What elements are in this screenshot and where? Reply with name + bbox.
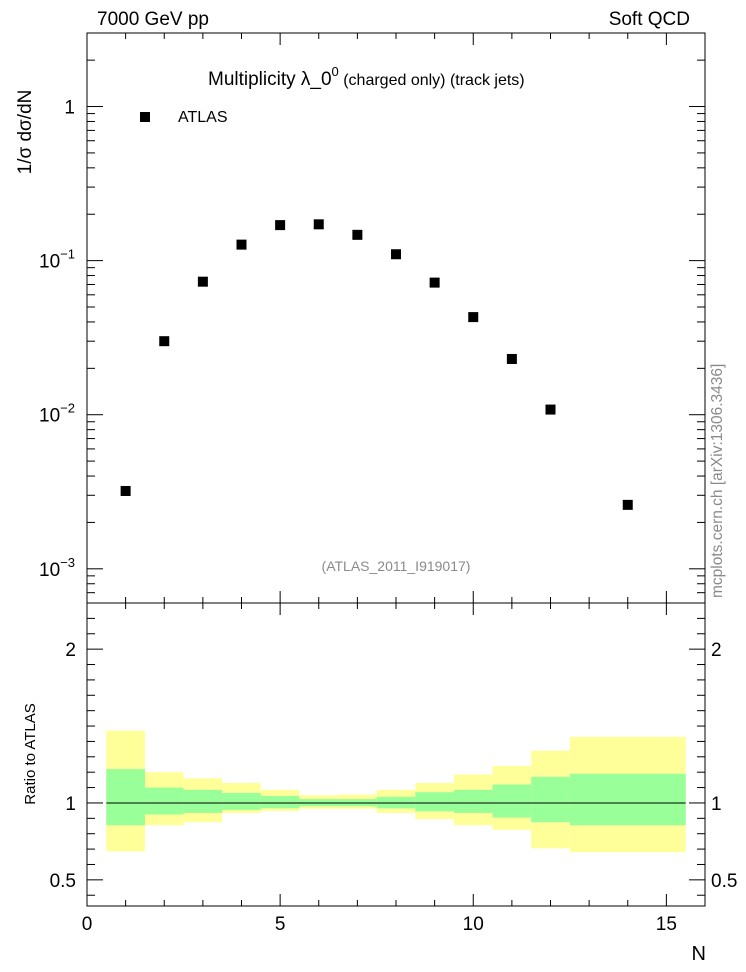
y-tick-label-base: 10 bbox=[39, 406, 60, 427]
watermark: mcplots.cern.ch [arXiv:1306.3436] bbox=[709, 364, 726, 598]
ratio-bands bbox=[106, 730, 686, 853]
chart-title-main: Multiplicity λ_0 bbox=[208, 69, 332, 90]
legend-label: ATLAS bbox=[178, 109, 228, 126]
stat-band bbox=[415, 792, 454, 812]
stat-band bbox=[260, 796, 300, 809]
ratio-y-tick-label: 1 bbox=[65, 794, 76, 815]
legend-marker bbox=[140, 112, 150, 122]
data-point bbox=[429, 277, 440, 288]
data-points bbox=[120, 219, 633, 510]
y-tick-label-base: 10 bbox=[39, 560, 60, 581]
x-tick-label: 15 bbox=[656, 914, 677, 935]
y-tick-label-base: 10 bbox=[39, 252, 60, 273]
data-point bbox=[506, 353, 517, 364]
y-tick-label: 10−1 bbox=[39, 247, 75, 273]
ratio-y-tick-label-right: 0.5 bbox=[711, 871, 737, 892]
analysis-label: (ATLAS_2011_I919017) bbox=[322, 558, 471, 574]
x-tick-label: 10 bbox=[463, 914, 484, 935]
data-point bbox=[468, 312, 479, 323]
y-tick-label: 1 bbox=[64, 98, 75, 119]
header-right: Soft QCD bbox=[609, 9, 690, 30]
data-point bbox=[236, 239, 247, 250]
ratio-panel: 0.5 0.5 1 1 2 2 0 5 10 15 Ratio to ATLAS N bbox=[22, 602, 738, 965]
ratio-tick-labels: 0.5 0.5 1 1 2 2 0 5 10 15 bbox=[50, 640, 738, 935]
ratio-y-axis-label: Ratio to ATLAS bbox=[22, 703, 39, 804]
main-panel: 10−310−210−11 Multiplicity λ_00 (charged… bbox=[15, 32, 706, 604]
ratio-axis-ticks bbox=[86, 603, 705, 906]
ratio-y-tick-label-right: 1 bbox=[711, 794, 722, 815]
y-tick-label-exp: −2 bbox=[60, 401, 75, 416]
y-tick-label-exp: −1 bbox=[60, 247, 75, 262]
data-point bbox=[275, 220, 286, 231]
stat-band bbox=[144, 787, 184, 815]
stat-band bbox=[453, 789, 493, 813]
data-point bbox=[352, 229, 363, 240]
main-y-tick-labels: 10−310−210−11 bbox=[39, 98, 75, 581]
ratio-y-tick-label-right: 2 bbox=[711, 640, 722, 661]
main-y-axis-label: 1/σ dσ/dN bbox=[15, 90, 36, 175]
x-tick-label: 5 bbox=[275, 914, 286, 935]
stat-band bbox=[569, 773, 686, 826]
y-tick-label-base: 1 bbox=[64, 98, 75, 119]
data-point bbox=[545, 404, 556, 415]
y-tick-label-exp: −3 bbox=[60, 555, 75, 570]
header-left: 7000 GeV pp bbox=[97, 9, 209, 30]
chart-title-sup: 0 bbox=[332, 64, 339, 79]
chart-title: Multiplicity λ_00 (charged only) (track … bbox=[208, 64, 525, 90]
ratio-y-tick-label: 0.5 bbox=[50, 871, 76, 892]
x-tick-label: 0 bbox=[82, 914, 93, 935]
stat-band bbox=[222, 792, 261, 810]
y-tick-label: 10−2 bbox=[39, 401, 75, 427]
data-point bbox=[197, 276, 208, 287]
stat-band bbox=[183, 789, 223, 813]
x-axis-label: N bbox=[692, 943, 706, 965]
data-point bbox=[313, 219, 324, 230]
data-point bbox=[120, 485, 131, 496]
y-tick-label: 10−3 bbox=[39, 555, 75, 581]
data-point bbox=[159, 336, 170, 347]
stat-band bbox=[106, 769, 145, 826]
stat-band bbox=[531, 776, 570, 823]
data-point bbox=[622, 499, 633, 510]
main-axis-ticks bbox=[86, 32, 705, 604]
stat-band bbox=[492, 784, 532, 818]
data-point bbox=[391, 249, 401, 260]
chart-title-suffix: (charged only) (track jets) bbox=[339, 72, 525, 89]
ratio-y-tick-label: 2 bbox=[65, 640, 76, 661]
